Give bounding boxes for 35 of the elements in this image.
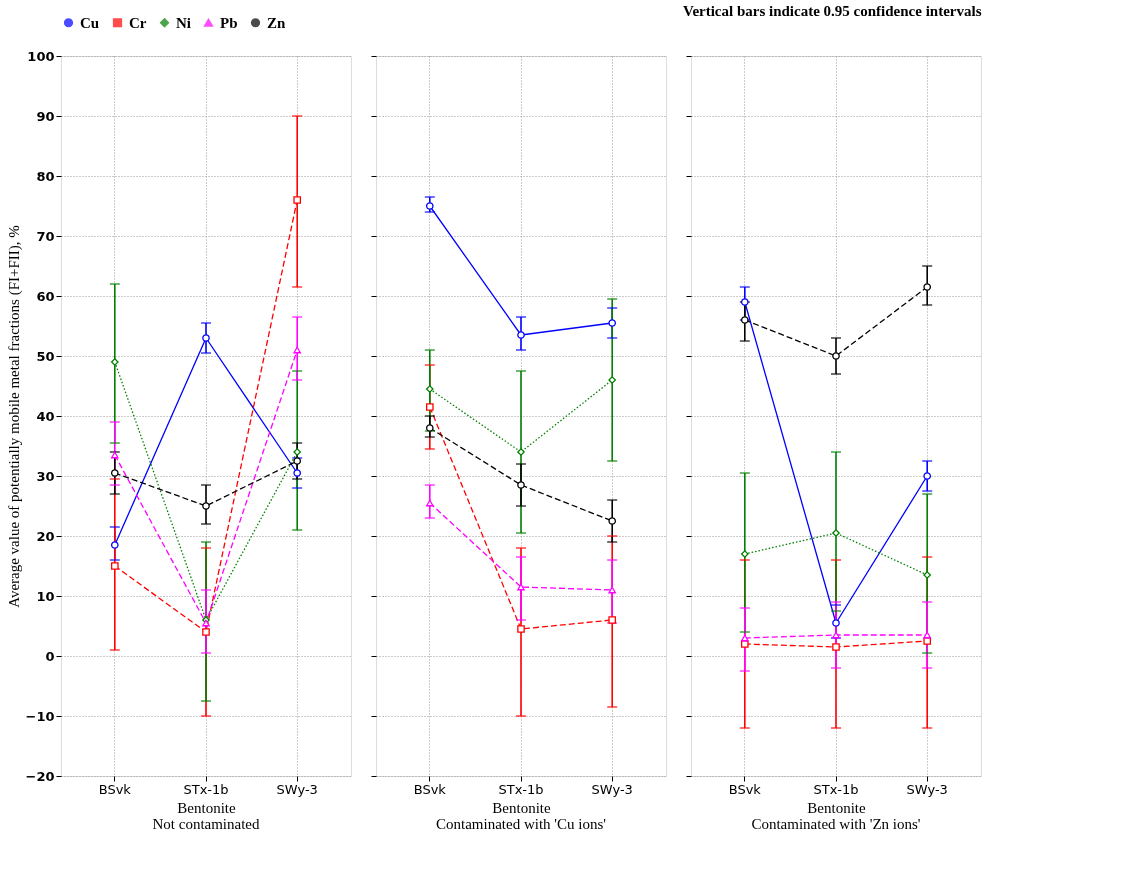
legend-label: Cu	[80, 14, 100, 31]
y-tick-label: 0	[45, 648, 55, 664]
x-tick-label: STx-1b	[813, 781, 859, 797]
x-axis-title: Bentonite	[177, 799, 236, 816]
y-tick-label: 100	[27, 48, 55, 64]
x-tick-label: BSvk	[728, 781, 762, 797]
x-tick-label: BSvk	[98, 781, 132, 797]
y-tick-label: 20	[36, 528, 55, 544]
text: Contaminated with 'Cu ions'	[436, 816, 607, 832]
y-tick-label: 80	[36, 168, 55, 184]
x-tick-label: SWy-3	[276, 781, 318, 797]
y-tick-label: 30	[36, 468, 55, 484]
legend-label: Zn	[267, 14, 286, 31]
y-tick-label: 40	[36, 408, 55, 424]
legend-label: Ni	[176, 14, 191, 31]
x-axis-title: Bentonite	[807, 799, 866, 816]
y-axis-title: Average value of potentially mobile metal fractions (FI+FII), %	[5, 225, 23, 608]
x-tick-label: SWy-3	[591, 781, 633, 797]
y-tick-label: 60	[36, 288, 55, 304]
x-tick-label: SWy-3	[906, 781, 948, 797]
text: Vertical bars indicate 0.95 confidence intervals	[682, 3, 982, 19]
y-tick-label: −10	[25, 708, 55, 724]
legend-label: Cr	[129, 14, 147, 31]
y-tick-label: 10	[36, 588, 55, 604]
y-tick-label: 90	[36, 108, 55, 124]
x-axis-title: Bentonite	[492, 799, 551, 816]
x-tick-label: STx-1b	[498, 781, 544, 797]
text: Contaminated with 'Zn ions'	[751, 816, 921, 832]
legend-label: Pb	[220, 14, 238, 31]
y-tick-label: 70	[36, 228, 55, 244]
x-tick-label: BSvk	[413, 781, 447, 797]
y-tick-label: 50	[36, 348, 55, 364]
x-tick-label: STx-1b	[183, 781, 229, 797]
y-tick-label: −20	[25, 768, 55, 784]
text: Not contaminated	[152, 816, 261, 832]
